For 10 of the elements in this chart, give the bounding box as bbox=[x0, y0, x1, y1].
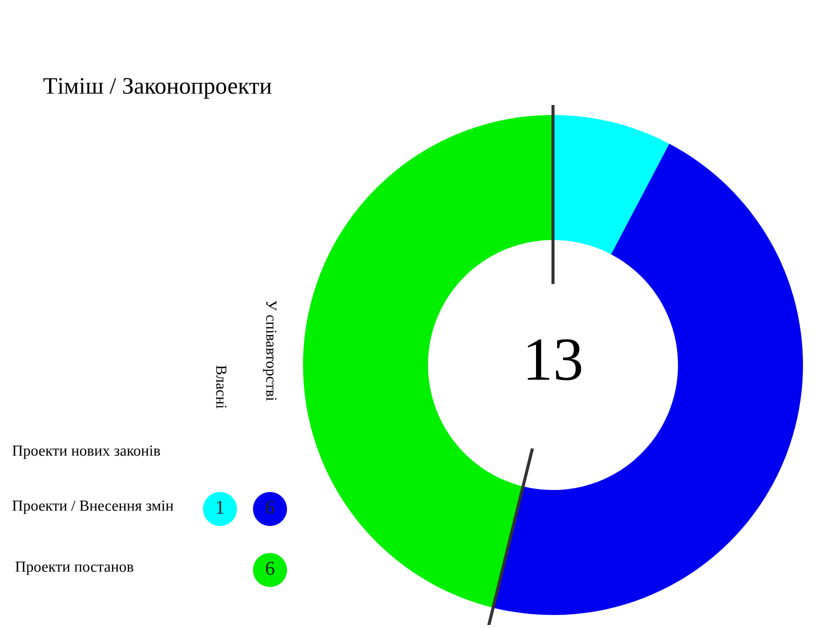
text: 1 bbox=[216, 500, 224, 514]
text: Проекти нових законів bbox=[12, 446, 160, 459]
text: У співавторстві bbox=[263, 300, 276, 401]
text: Проекти постанов bbox=[15, 562, 134, 575]
text: Власні bbox=[216, 365, 226, 409]
text: 6 bbox=[266, 562, 274, 575]
text: Проекти / Внесення змін bbox=[12, 500, 174, 514]
chart-title: Тіміш / Законопроекти bbox=[43, 78, 272, 99]
text: 13 bbox=[528, 339, 582, 380]
text: 6 bbox=[266, 500, 274, 514]
